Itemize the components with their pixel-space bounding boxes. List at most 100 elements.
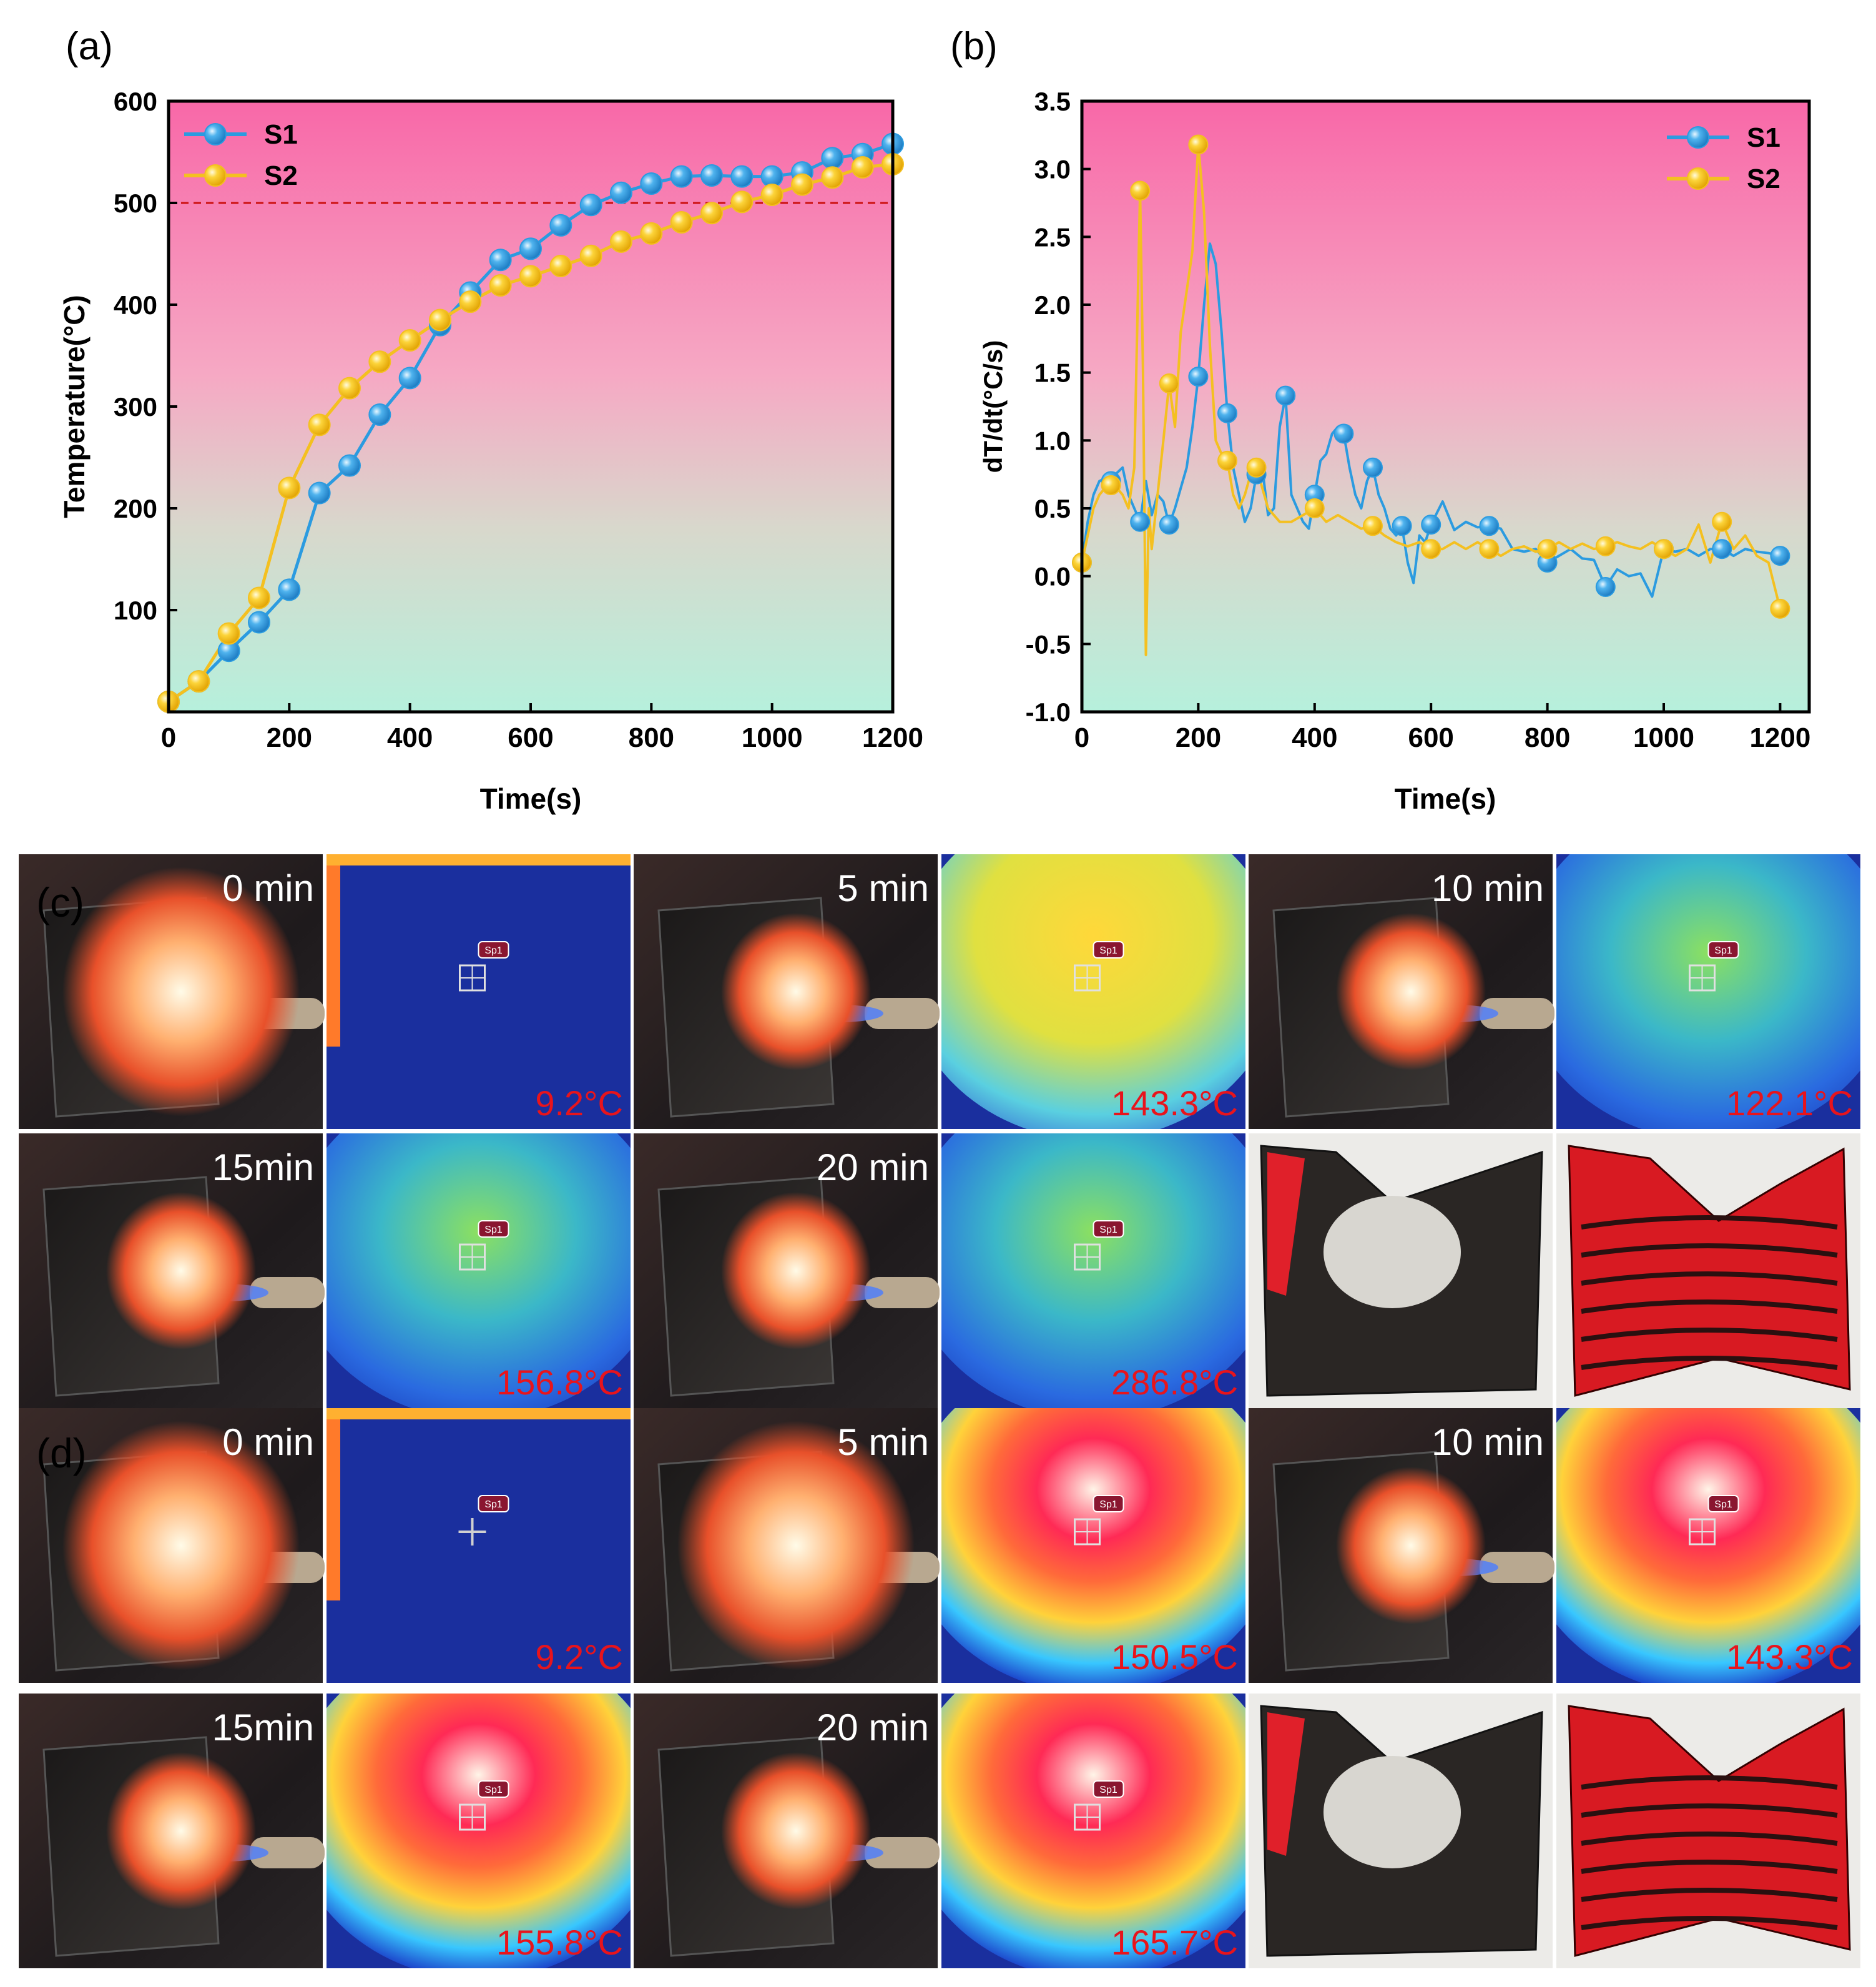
thermal-image: Sp1 9.2°C	[327, 1408, 631, 1683]
thermal-image: Sp1 122.1°C	[1556, 854, 1860, 1129]
chart-a-ylabel: Temperature(°C)	[58, 295, 91, 518]
thermal-edge	[327, 854, 340, 1047]
spot-label: Sp1	[484, 1499, 503, 1510]
char-streak	[1581, 1775, 1838, 1790]
data-point-s1	[1392, 516, 1412, 536]
spot-target-cross	[459, 965, 485, 990]
data-point-s1	[489, 249, 512, 272]
y-tick-label: 2.5	[1034, 222, 1071, 252]
data-point-s2	[338, 377, 361, 400]
residue-outer-photo	[1249, 1694, 1553, 1968]
y-tick-label: -0.5	[1026, 629, 1071, 659]
legend-label-s1: S1	[1747, 122, 1780, 153]
data-point-s1	[730, 165, 754, 188]
burning-sample-photo: 20 min	[634, 1694, 940, 1968]
data-point-s2	[1654, 539, 1674, 560]
char-streak	[1581, 1299, 1838, 1314]
data-point-s1	[308, 481, 331, 505]
flame	[721, 1192, 871, 1349]
data-point-s2	[1304, 498, 1325, 518]
burning-sample-photo: 5 min	[634, 1408, 940, 1683]
thermal-background	[327, 854, 631, 1129]
data-point-s2	[760, 183, 783, 206]
char-streak	[1581, 1860, 1838, 1874]
spot-label-box	[478, 941, 509, 959]
spot-label-box	[478, 1495, 509, 1512]
spot-marker: Sp1	[459, 941, 509, 992]
data-point-s2	[700, 202, 723, 225]
data-point-s1	[1159, 515, 1179, 535]
temperature-readout: 155.8°C	[496, 1923, 623, 1962]
data-point-s2	[730, 190, 754, 214]
spot-marker: Sp1	[458, 1495, 509, 1546]
x-tick-label: 600	[508, 722, 553, 753]
burning-sample-photo: 0 min	[19, 1408, 325, 1683]
thermal-image: Sp1 150.5°C	[941, 1408, 1245, 1683]
y-tick-label: 1.0	[1034, 426, 1071, 455]
char-streak	[1581, 1271, 1838, 1286]
torch-nozzle	[250, 1277, 325, 1308]
thermal-hotspot	[327, 1694, 631, 1968]
data-point-s2	[398, 329, 421, 352]
burning-sample-photo: 0 min	[19, 854, 325, 1129]
thermal-edge	[327, 854, 631, 865]
data-point-s1	[1770, 546, 1790, 566]
x-tick-label: 1000	[742, 722, 803, 753]
spot-label-box	[1093, 941, 1124, 959]
data-point-s1	[248, 611, 270, 634]
data-point-s2	[187, 670, 210, 693]
data-point-s1	[1712, 539, 1732, 560]
data-point-s2	[1101, 475, 1121, 496]
x-tick-label: 800	[629, 722, 674, 753]
char-streak	[1581, 1328, 1838, 1342]
charts-area: (a) (b) 0 200 400 600 800 1000 1200 100 200 300 40…	[58, 25, 1811, 815]
spot-marker: Sp1	[1074, 1780, 1124, 1831]
thermal-hotspot	[941, 1694, 1245, 1968]
legend-label-s1: S1	[264, 119, 298, 150]
temperature-readout: 156.8°C	[496, 1363, 623, 1402]
data-point-s1	[579, 194, 602, 217]
data-point-s1	[1188, 367, 1209, 387]
spot-target-cross	[1074, 1519, 1100, 1544]
data-point-s1	[1275, 385, 1296, 406]
spot-label-box	[478, 1780, 509, 1798]
x-tick-label: 400	[1292, 722, 1337, 753]
temperature-readout: 165.7°C	[1111, 1923, 1238, 1962]
panel-label-b: (b)	[950, 25, 998, 68]
data-point-s1	[700, 164, 723, 187]
data-point-s2	[579, 244, 602, 267]
flame	[1336, 913, 1486, 1070]
torch-nozzle	[1480, 1552, 1554, 1583]
data-point-s1	[278, 578, 301, 601]
data-point-s2	[1595, 536, 1616, 556]
data-point-s2	[308, 413, 331, 436]
flame	[677, 1421, 915, 1670]
data-point-s2	[1130, 180, 1151, 201]
data-point-s2	[1770, 598, 1790, 619]
burning-sample-photo: 20 min	[634, 1133, 940, 1408]
spot-target-cross	[1074, 965, 1100, 990]
data-point-s2	[1188, 134, 1209, 155]
data-point-s2	[459, 290, 482, 313]
crosshair-icon	[458, 1518, 486, 1546]
spot-label: Sp1	[484, 1785, 503, 1795]
thermal-hotspot	[327, 1133, 631, 1408]
x-tick-label: 200	[267, 722, 312, 753]
flame	[721, 1752, 871, 1910]
data-point-s2	[1479, 539, 1500, 560]
thermal-image: Sp1 156.8°C	[327, 1133, 631, 1408]
chart-a-xlabel: Time(s)	[480, 782, 582, 815]
data-point-s1	[1363, 457, 1383, 478]
char-streak	[1581, 1215, 1838, 1230]
data-point-s1	[1130, 511, 1151, 532]
x-tick-label: 400	[387, 722, 433, 753]
legend-marker-s1	[204, 123, 227, 145]
spot-label-box	[1707, 1495, 1739, 1512]
legend-label-s2: S2	[264, 160, 298, 191]
temperature-readout: 143.3°C	[1726, 1637, 1853, 1677]
thermal-hotspot	[941, 1133, 1245, 1408]
spot-target-cross	[1689, 1519, 1715, 1544]
x-tick-label: 600	[1408, 722, 1453, 753]
